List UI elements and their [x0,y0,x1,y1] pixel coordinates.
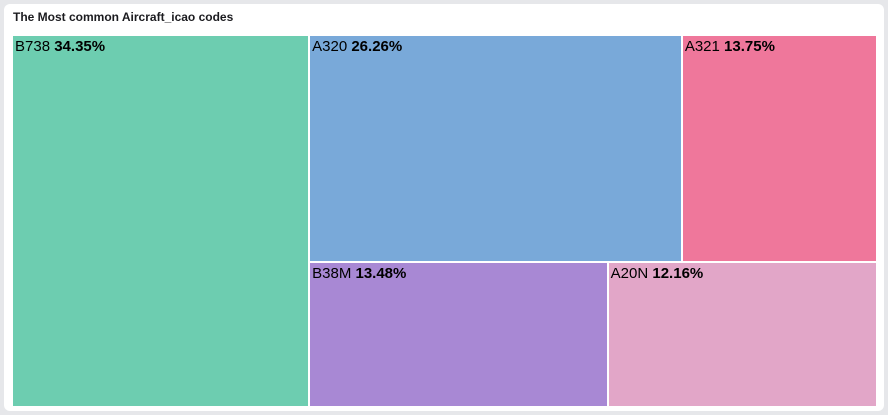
tile-code: A321 [684,38,720,55]
tile-percent: 13.75% [724,38,775,55]
tile-label: A320 26.26% [312,38,402,55]
chart-title: The Most common Aircraft_icao codes [13,10,234,24]
treemap-tile-a320[interactable]: A320 26.26% [309,35,682,262]
treemap-tile-b38m[interactable]: B38M 13.48% [309,261,608,407]
tile-code: A20N [610,264,649,282]
tile-percent: 13.48% [355,264,407,282]
tile-percent: 34.35% [54,38,106,55]
tile-label: A20N 12.16% [611,265,704,282]
treemap-plot: B738 34.35% A320 26.26% A321 13.75% B38M 13… [12,35,877,407]
chart-panel: The Most common Aircraft_icao codes B738… [4,4,884,411]
tile-code: B38M [312,264,352,282]
treemap-tile-a321[interactable]: A321 13.75% [681,35,877,262]
tile-percent: 26.26% [351,38,403,55]
tile-label: B738 34.35% [15,38,105,55]
treemap-tile-b738[interactable]: B738 34.35% [12,35,310,407]
tile-label: A321 13.75% [685,38,775,55]
tile-code: A320 [312,38,348,55]
tile-percent: 12.16% [652,264,704,282]
tile-label: B38M 13.48% [312,265,406,282]
tile-code: B738 [15,38,51,55]
treemap-tile-a20n[interactable]: A20N 12.16% [607,261,877,407]
